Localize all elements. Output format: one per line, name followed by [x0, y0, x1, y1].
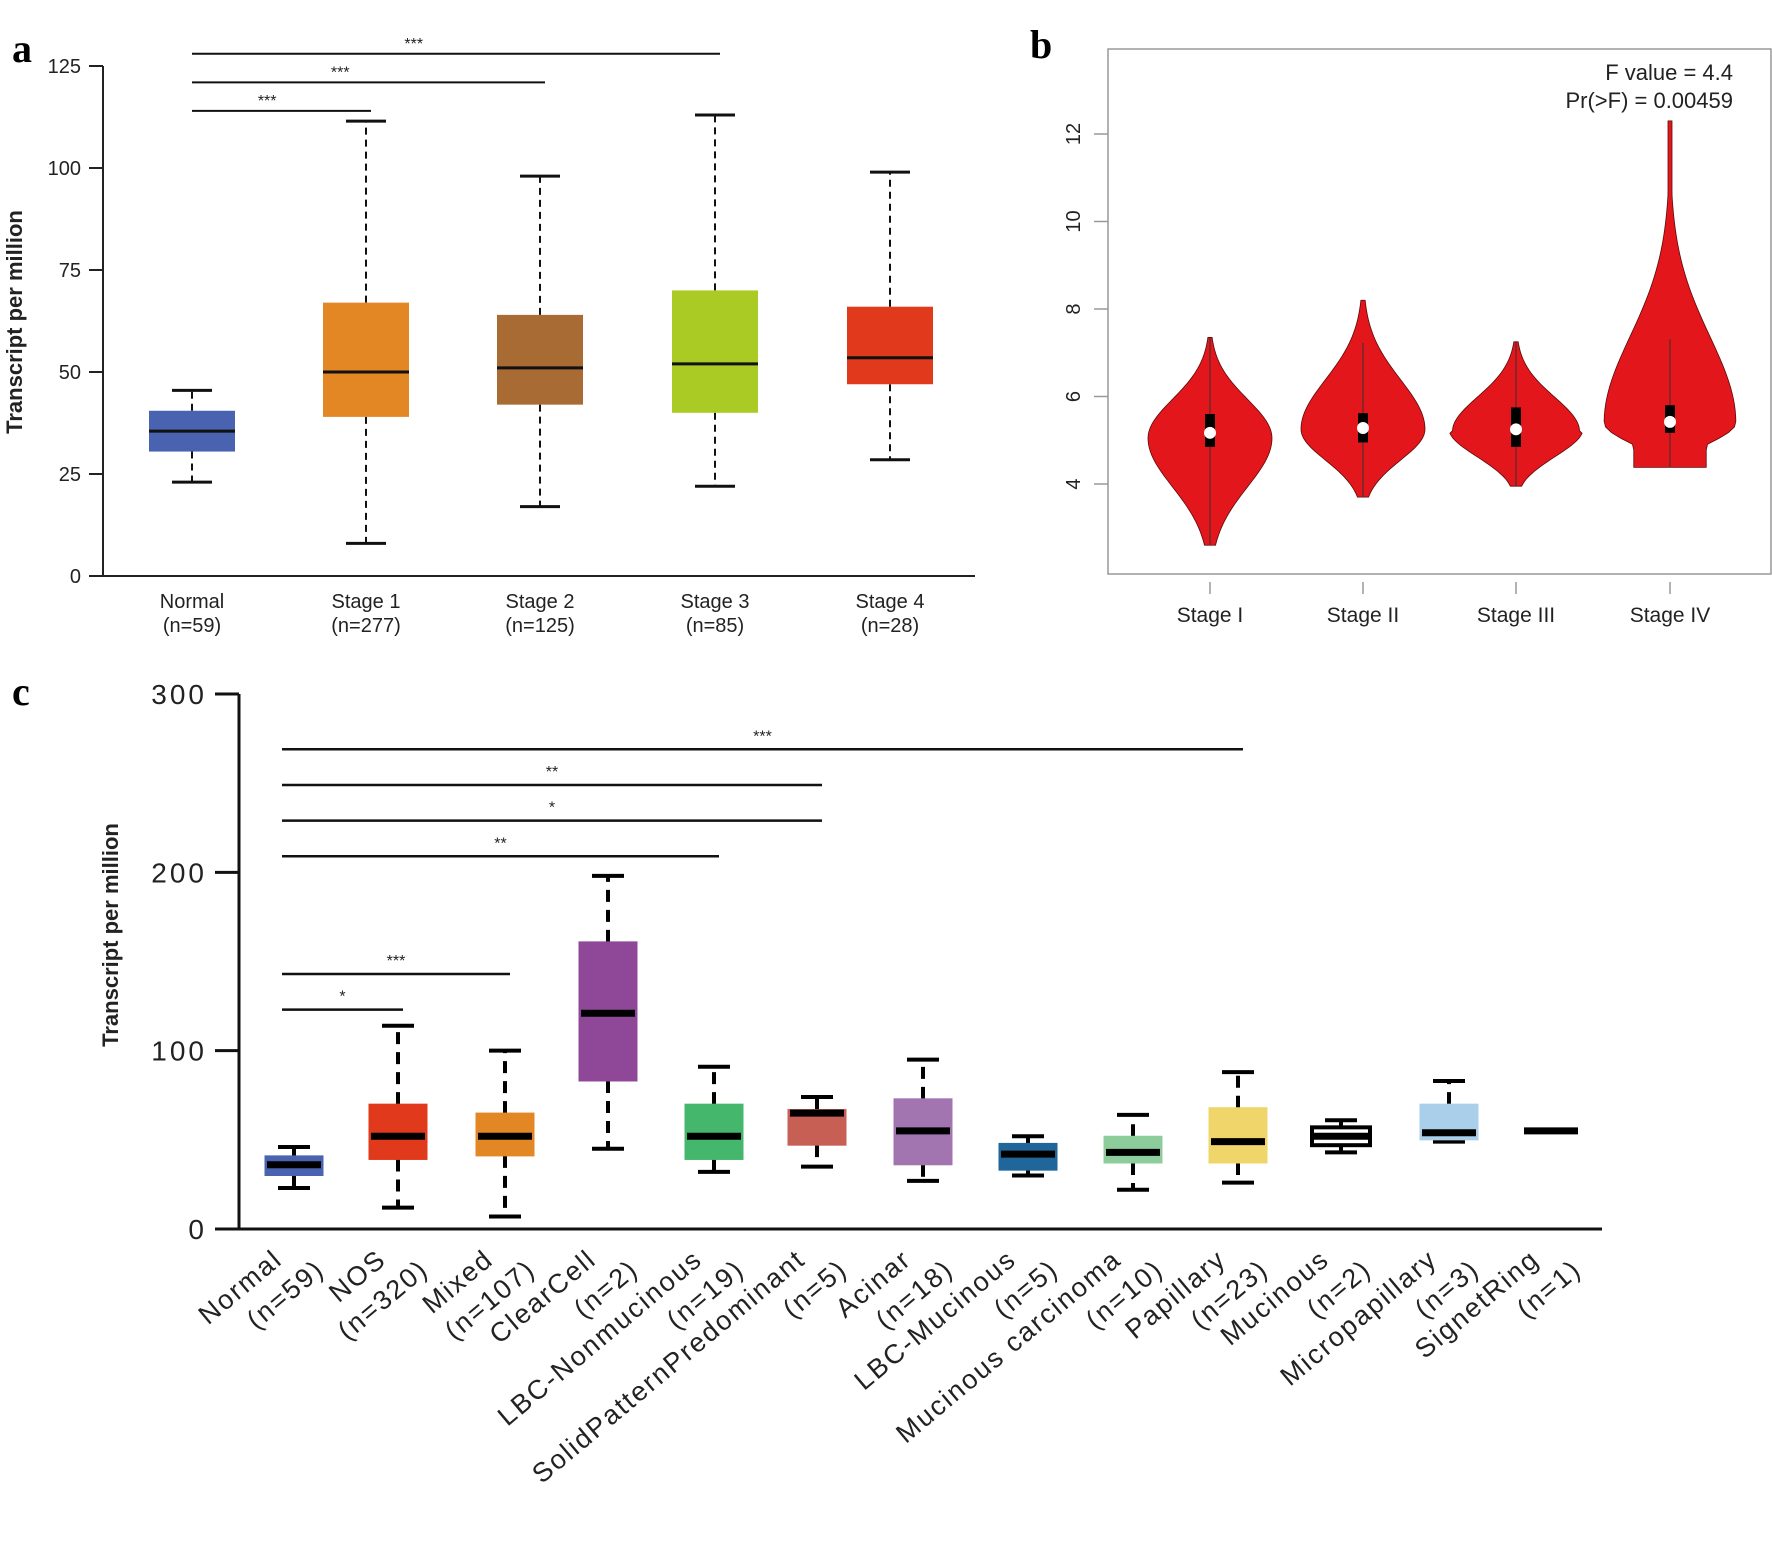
x-tick-count: (n=28)	[861, 615, 919, 637]
x-tick-label: Stage 1	[332, 591, 401, 613]
y-tick-label: 6	[1063, 391, 1085, 402]
box-stage-1	[323, 302, 409, 417]
x-tick-label: Stage IV	[1630, 604, 1711, 627]
panel-a-boxplot: Transcript per million 0 25 50 75 100 125 Norm…	[2, 36, 975, 637]
x-tick-label: Stage 3	[681, 591, 750, 613]
box-lbc-nonmucinous	[684, 1103, 744, 1160]
x-tick-label: Stage 4	[856, 591, 925, 613]
panel-c-y-axis-label: Transcript per million	[98, 823, 123, 1047]
violin-median-dot	[1204, 426, 1216, 439]
y-tick-label: 12	[1063, 123, 1085, 145]
panel-c-boxplot: Transcript per million 0100200300Normal(…	[98, 679, 1602, 1489]
significance-label: **	[546, 764, 558, 781]
y-tick-label: 100	[151, 1036, 207, 1067]
x-tick-label: Stage II	[1327, 604, 1399, 627]
violin-stage-iv	[1603, 120, 1737, 468]
y-tick-label: 0	[188, 1214, 207, 1245]
x-tick-label: Normal	[160, 591, 224, 613]
panel-a-y-axis-label: Transcript per million	[2, 210, 27, 434]
y-tick-label: 8	[1063, 303, 1085, 314]
y-tick-label: 4	[1063, 478, 1085, 489]
plot-frame	[1107, 48, 1772, 575]
significance-label: ***	[258, 93, 277, 110]
x-tick-count: (n=277)	[331, 615, 401, 637]
x-tick-count: (n=85)	[686, 615, 744, 637]
panel-b-p-value: Pr(>F) = 0.00459	[1565, 88, 1733, 113]
y-tick-label: 50	[59, 362, 81, 384]
y-tick-label: 100	[48, 158, 81, 180]
y-tick-label: 0	[70, 566, 81, 588]
significance-label: ***	[387, 953, 406, 970]
significance-label: *	[339, 989, 345, 1006]
box-nos	[368, 1103, 428, 1160]
y-tick-label: 125	[48, 56, 81, 78]
box-stage-4	[847, 306, 933, 385]
box-papillary	[1208, 1107, 1268, 1164]
y-tick-label: 10	[1063, 210, 1085, 232]
box-stage-2	[497, 314, 583, 405]
y-tick-label: 25	[59, 464, 81, 486]
x-tick-label: Stage I	[1177, 604, 1244, 627]
y-tick-label: 75	[59, 260, 81, 282]
x-tick-label: Stage 2	[506, 591, 575, 613]
x-tick-count: (n=125)	[505, 615, 575, 637]
panel-b-f-value: F value = 4.4	[1605, 60, 1733, 85]
panel-label-b: b	[1030, 22, 1052, 67]
panel-b-violin: F value = 4.4 Pr(>F) = 0.00459 4 6 8 10 12 St…	[1063, 48, 1772, 627]
x-tick-label: Stage III	[1477, 604, 1555, 627]
significance-label: ***	[404, 36, 423, 53]
x-tick-count: (n=59)	[163, 615, 221, 637]
box-stage-3	[672, 290, 758, 413]
y-tick-label: 300	[151, 679, 207, 710]
panel-label-c: c	[12, 669, 30, 714]
y-tick-label: 200	[151, 857, 207, 888]
violin-median-dot	[1357, 422, 1369, 434]
violin-median-dot	[1510, 423, 1522, 436]
violin-median-dot	[1664, 415, 1676, 428]
panel-label-a: a	[12, 26, 32, 71]
significance-label: **	[494, 835, 506, 852]
significance-label: *	[549, 800, 555, 817]
significance-label: ***	[331, 64, 350, 81]
significance-label: ***	[753, 728, 772, 745]
